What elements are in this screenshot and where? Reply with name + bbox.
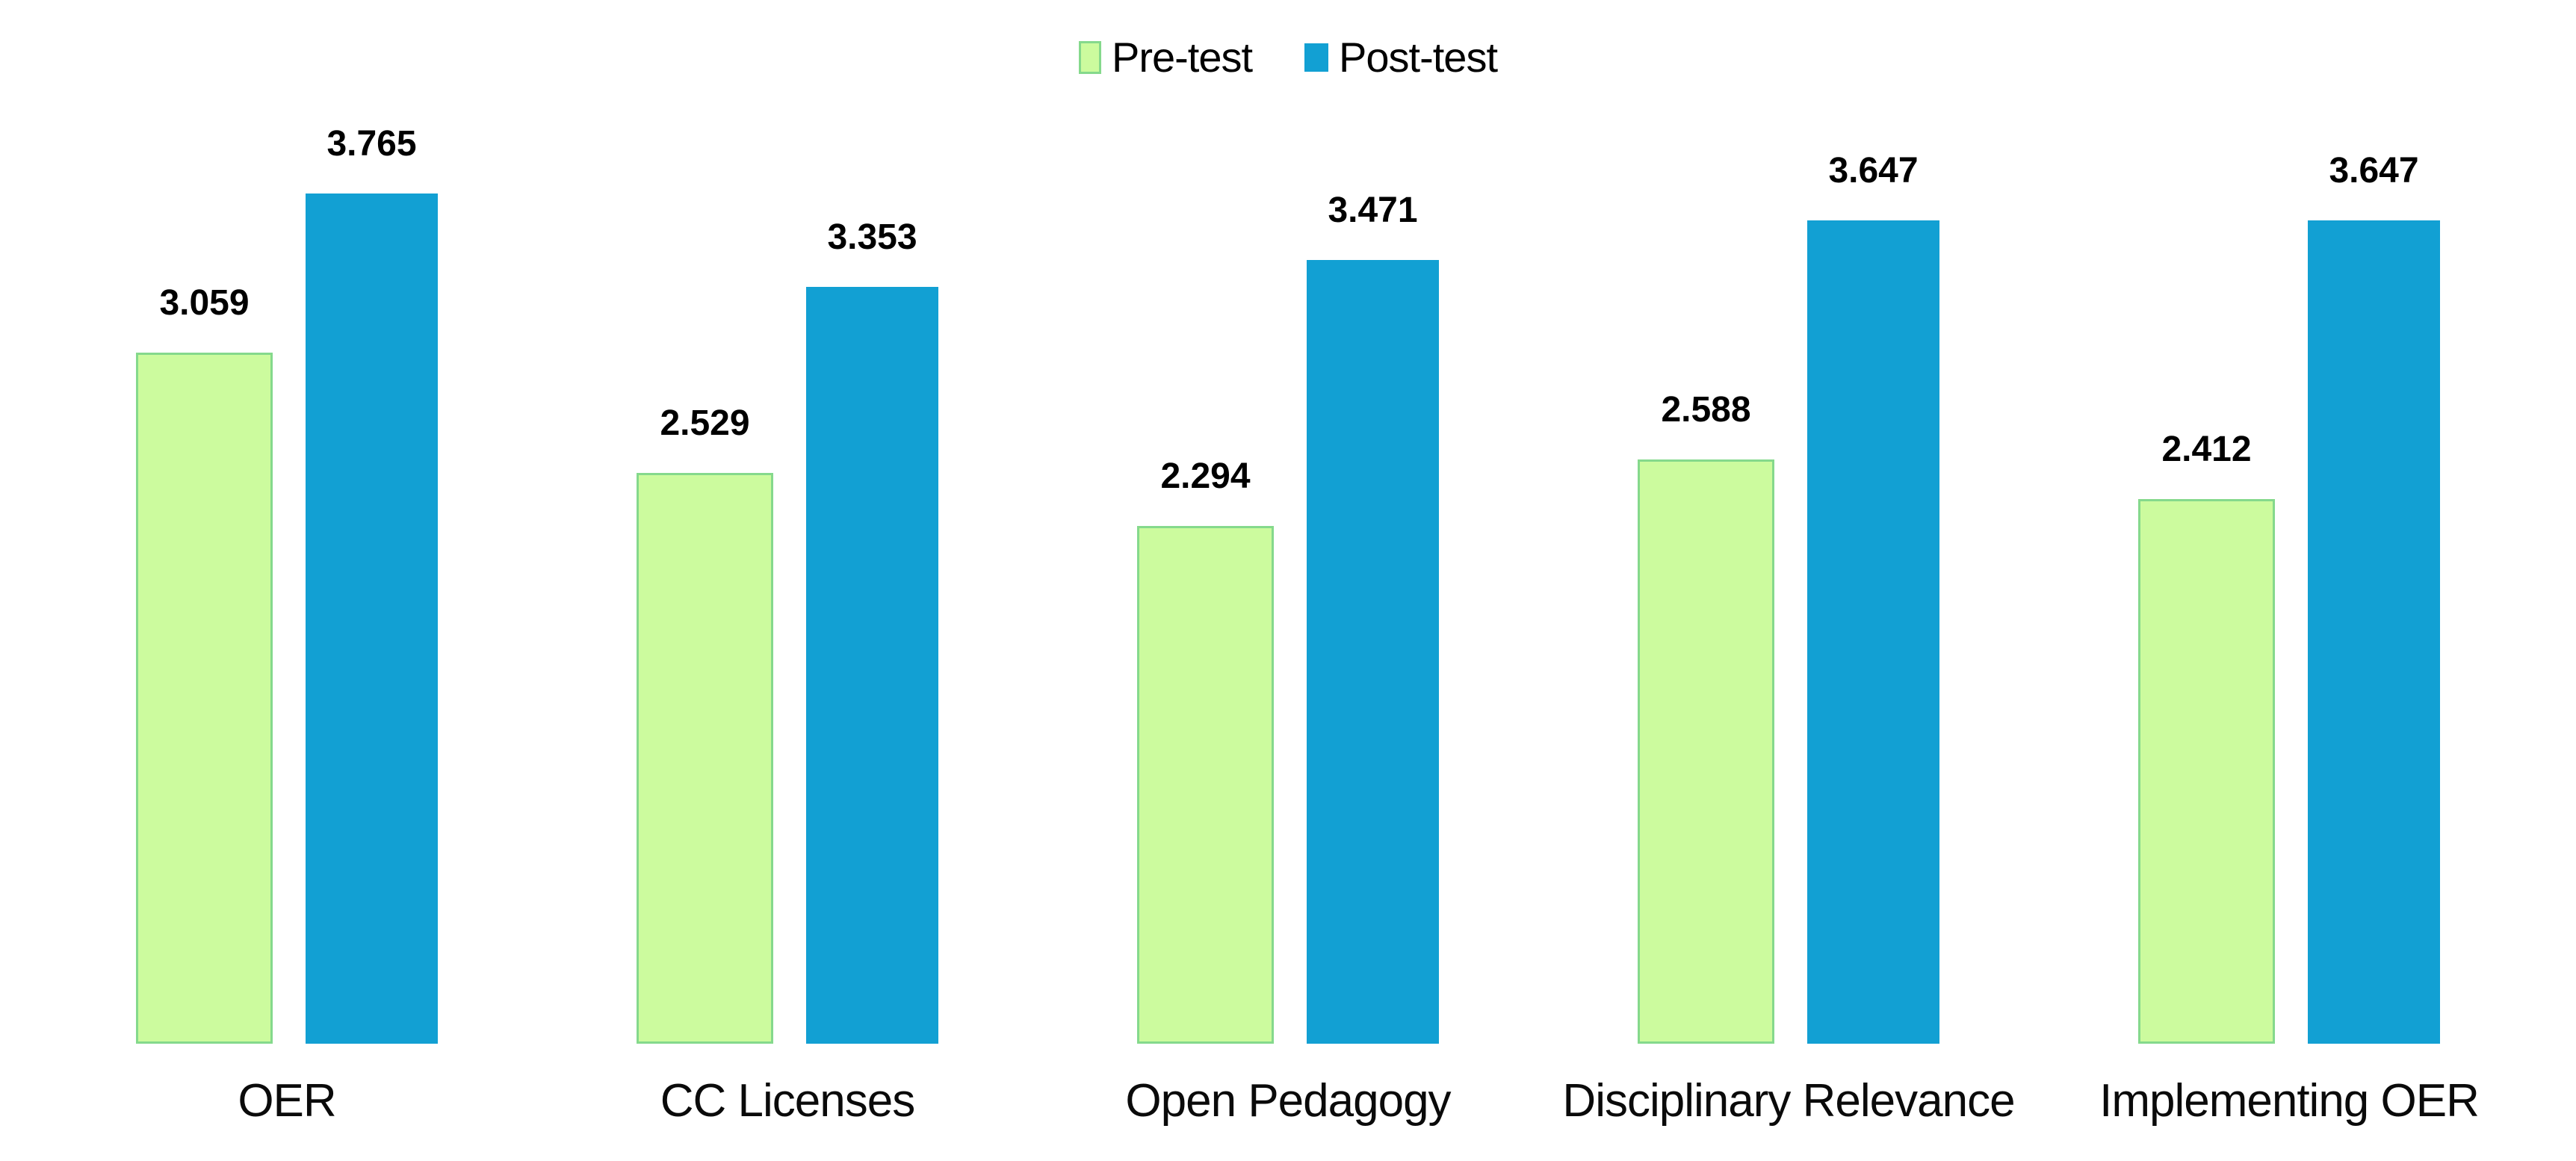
bar-pretest-open-pedagogy <box>1137 526 1274 1044</box>
bar-pretest-implementing-oer <box>2138 499 2275 1044</box>
bar-posttest-oer <box>306 194 438 1044</box>
category-label-oer: OER <box>238 1075 336 1127</box>
legend-item-posttest: Post-test <box>1304 33 1498 81</box>
bar-pretest-cc-licenses <box>637 473 773 1044</box>
value-label-posttest-oer: 3.765 <box>326 124 417 164</box>
bar-posttest-disciplinary-relevance <box>1807 220 1939 1044</box>
value-label-posttest-cc-licenses: 3.353 <box>827 217 917 257</box>
category-label-open-pedagogy: Open Pedagogy <box>1125 1075 1451 1127</box>
bar-pretest-disciplinary-relevance <box>1638 459 1774 1044</box>
pretest-swatch-icon <box>1078 40 1101 74</box>
bar-posttest-implementing-oer <box>2308 220 2440 1044</box>
bar-posttest-open-pedagogy <box>1307 260 1439 1044</box>
value-label-posttest-implementing-oer: 3.647 <box>2329 151 2419 191</box>
value-label-pretest-disciplinary-relevance: 2.588 <box>1661 390 1751 430</box>
pretest-legend-label: Pre-test <box>1111 34 1253 81</box>
value-label-pretest-implementing-oer: 2.412 <box>2161 430 2252 469</box>
category-label-cc-licenses: CC Licenses <box>660 1075 915 1127</box>
value-label-pretest-open-pedagogy: 2.294 <box>1160 456 1251 496</box>
chart-legend: Pre-test Post-test <box>0 33 2576 81</box>
bar-posttest-cc-licenses <box>806 287 938 1044</box>
bar-pretest-oer <box>136 353 273 1044</box>
value-label-posttest-open-pedagogy: 3.471 <box>1328 191 1418 230</box>
value-label-pretest-cc-licenses: 2.529 <box>660 403 750 443</box>
posttest-legend-label: Post-test <box>1339 34 1498 81</box>
posttest-swatch-icon <box>1304 43 1329 72</box>
category-label-disciplinary-relevance: Disciplinary Relevance <box>1562 1075 2015 1127</box>
value-label-pretest-oer: 3.059 <box>159 283 250 323</box>
category-label-implementing-oer: Implementing OER <box>2099 1075 2480 1127</box>
value-label-posttest-disciplinary-relevance: 3.647 <box>1828 151 1919 191</box>
legend-item-pretest: Pre-test <box>1078 33 1253 81</box>
